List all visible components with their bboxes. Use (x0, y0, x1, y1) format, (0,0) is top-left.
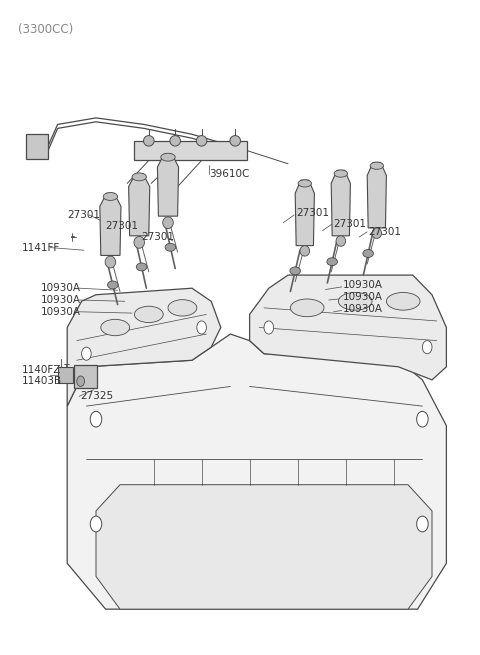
Ellipse shape (290, 299, 324, 316)
Circle shape (417, 516, 428, 532)
Circle shape (90, 411, 102, 427)
Text: (3300CC): (3300CC) (18, 23, 73, 36)
Polygon shape (295, 180, 314, 246)
Ellipse shape (165, 243, 176, 251)
Circle shape (417, 411, 428, 427)
Ellipse shape (134, 306, 163, 322)
Circle shape (90, 516, 102, 532)
Bar (134, 141, 247, 160)
Ellipse shape (298, 180, 312, 187)
Ellipse shape (163, 217, 173, 229)
Bar (74, 365, 97, 388)
Text: 10930A: 10930A (343, 291, 383, 302)
Ellipse shape (105, 256, 116, 268)
Circle shape (264, 321, 274, 334)
Text: 10930A: 10930A (41, 307, 81, 317)
Circle shape (197, 321, 206, 334)
Ellipse shape (134, 236, 144, 248)
Ellipse shape (136, 263, 147, 271)
Ellipse shape (370, 162, 384, 170)
Text: 10930A: 10930A (41, 283, 81, 293)
Ellipse shape (101, 320, 130, 335)
Bar (58, 367, 73, 383)
Ellipse shape (161, 153, 175, 161)
Polygon shape (96, 485, 432, 609)
Ellipse shape (363, 250, 373, 257)
Circle shape (82, 347, 91, 360)
Text: 27301: 27301 (334, 219, 367, 229)
Polygon shape (157, 154, 179, 216)
Ellipse shape (170, 136, 180, 146)
Polygon shape (250, 275, 446, 380)
Polygon shape (100, 193, 121, 255)
Ellipse shape (290, 267, 300, 275)
Ellipse shape (103, 193, 118, 200)
Ellipse shape (338, 292, 372, 310)
Text: 10930A: 10930A (343, 303, 383, 314)
Ellipse shape (334, 170, 348, 178)
Ellipse shape (386, 292, 420, 310)
Ellipse shape (230, 136, 240, 146)
Polygon shape (331, 170, 350, 236)
Text: 10930A: 10930A (343, 280, 383, 290)
Bar (26, 134, 48, 159)
Ellipse shape (132, 173, 146, 181)
Ellipse shape (372, 228, 382, 238)
Ellipse shape (144, 136, 154, 146)
Polygon shape (67, 334, 446, 609)
Polygon shape (67, 288, 221, 406)
Ellipse shape (168, 299, 197, 316)
Circle shape (77, 376, 84, 386)
Ellipse shape (336, 236, 346, 246)
Text: 10930A: 10930A (41, 295, 81, 305)
Ellipse shape (108, 281, 118, 289)
Text: 39610C: 39610C (209, 168, 249, 179)
Text: 1140FZ: 1140FZ (22, 365, 61, 375)
Text: 11403B: 11403B (22, 376, 62, 386)
Text: 27325: 27325 (81, 391, 114, 402)
Text: 27301: 27301 (142, 232, 175, 242)
Text: 27301: 27301 (369, 227, 402, 237)
Circle shape (422, 341, 432, 354)
Ellipse shape (196, 136, 207, 146)
Text: 27301: 27301 (67, 210, 100, 220)
Text: 27301: 27301 (297, 208, 330, 218)
Ellipse shape (300, 246, 310, 256)
Polygon shape (367, 162, 386, 228)
Text: 1141FF: 1141FF (22, 242, 60, 253)
Polygon shape (129, 174, 150, 236)
Text: 27301: 27301 (106, 221, 139, 231)
Ellipse shape (327, 257, 337, 266)
